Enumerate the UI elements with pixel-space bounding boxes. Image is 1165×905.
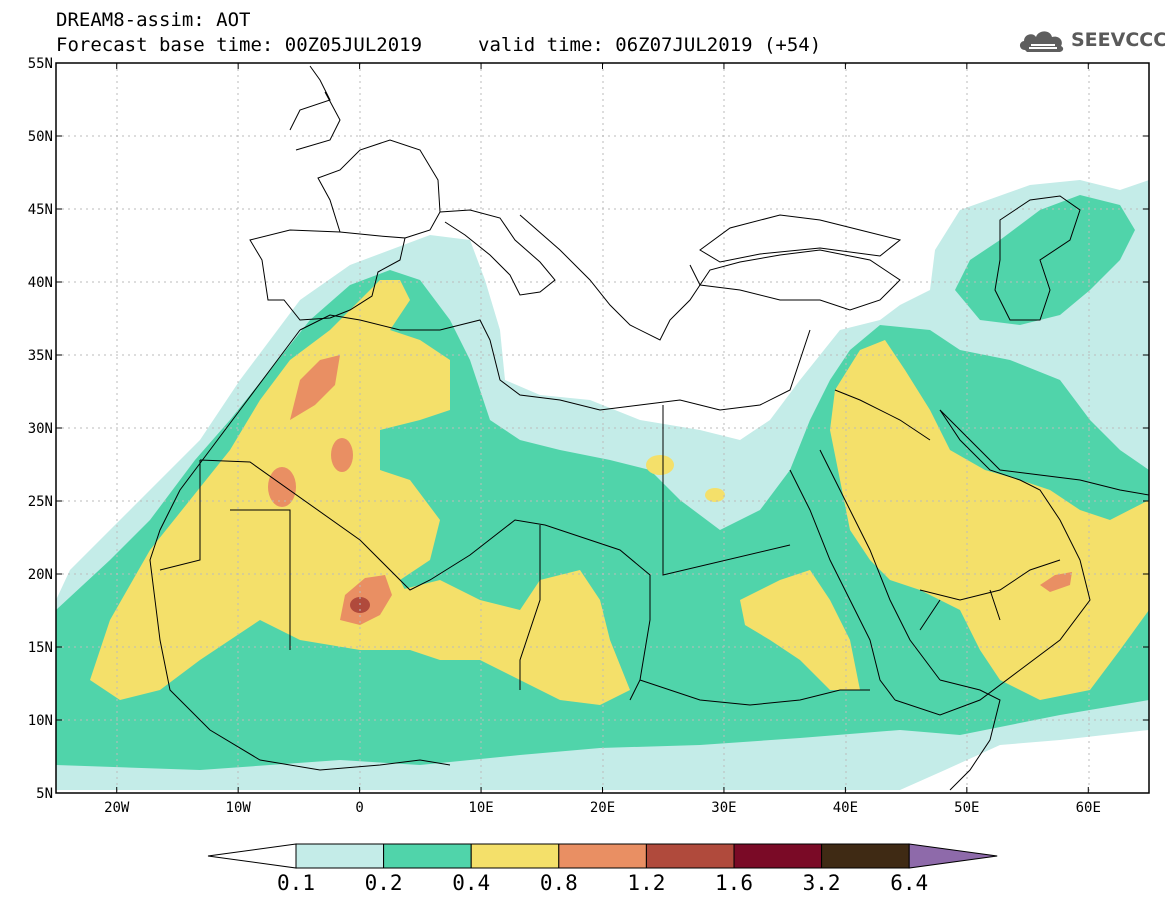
- seevccc-logo: SEEVCCC: [1017, 24, 1165, 56]
- aot-patch-libya: [646, 455, 674, 475]
- lat-label: 45N: [28, 202, 53, 218]
- lon-label: 30E: [711, 800, 736, 816]
- aot-caspian-patch: [955, 195, 1135, 325]
- colorbar-segment: [295, 843, 385, 869]
- colorbar-label: 0.2: [365, 871, 403, 895]
- lon-label: 20E: [590, 800, 615, 816]
- aot-band-0.4-arabia: [830, 340, 1149, 700]
- lon-label: 40E: [833, 800, 858, 816]
- lat-label: 25N: [28, 494, 53, 510]
- graticule: [56, 63, 1149, 793]
- colorbar-segment: [470, 843, 560, 869]
- colorbar-label: 0.4: [452, 871, 490, 895]
- colorbar-label: 1.6: [715, 871, 753, 895]
- colorbar-segment: [645, 843, 735, 869]
- lat-label: 30N: [28, 421, 53, 437]
- axis-ticks: [56, 62, 1149, 794]
- colorbar-high-triangle: [908, 843, 998, 869]
- lon-label: 10W: [226, 800, 252, 816]
- lon-label: 60E: [1076, 800, 1101, 816]
- lat-label: 15N: [28, 640, 53, 656]
- lon-label: 50E: [954, 800, 979, 816]
- colorbar-label: 1.2: [627, 871, 665, 895]
- lon-label: 0: [355, 800, 363, 816]
- forecast-base-time: Forecast base time: 00Z05JUL2019: [56, 34, 423, 56]
- colorbar-label: 3.2: [803, 871, 841, 895]
- colorbar-label: 0.1: [277, 871, 315, 895]
- aot-patch-egypt: [705, 488, 725, 502]
- colorbar-segment: [383, 843, 472, 869]
- colorbar-labels: 0.1 0.2 0.4 0.8 1.2 1.6 3.2 6.4: [277, 871, 928, 895]
- colorbar-segment: [558, 843, 647, 869]
- aot-band-0.8-mauritania: [268, 467, 296, 507]
- cloud-icon: [1019, 31, 1064, 52]
- colorbar: [207, 843, 998, 869]
- coastlines: [149, 65, 1149, 791]
- longitude-labels: 20W 10W 0 10E 20E 30E 40E 50E 60E: [104, 800, 1101, 816]
- aot-band-0.8-algeria: [331, 438, 353, 472]
- aot-band-0.8-oman: [1040, 572, 1072, 592]
- colorbar-segment: [733, 843, 823, 869]
- lat-label: 5N: [36, 786, 53, 802]
- colorbar-low-triangle: [207, 843, 297, 869]
- map-title: DREAM8-assim: AOT: [56, 9, 251, 31]
- lon-label: 20W: [104, 800, 130, 816]
- aot-band-0.8-morocco: [290, 355, 340, 420]
- logo-text: SEEVCCC: [1071, 29, 1165, 51]
- lat-label: 50N: [28, 129, 53, 145]
- lat-label: 10N: [28, 713, 53, 729]
- latitude-labels: 55N 50N 45N 40N 35N 30N 25N 20N 15N 10N 5N: [28, 56, 53, 802]
- lat-label: 40N: [28, 275, 53, 291]
- lat-label: 35N: [28, 348, 53, 364]
- aot-band-0.4-central: [400, 570, 630, 705]
- lat-label: 55N: [28, 56, 53, 72]
- colorbar-label: 6.4: [890, 871, 928, 895]
- aot-band-0.4-sudan: [740, 570, 860, 690]
- colorbar-segment: [821, 843, 910, 869]
- lon-label: 10E: [468, 800, 493, 816]
- lat-label: 20N: [28, 567, 53, 583]
- colorbar-label: 0.8: [540, 871, 578, 895]
- forecast-valid-time: valid time: 06Z07JUL2019 (+54): [478, 34, 822, 56]
